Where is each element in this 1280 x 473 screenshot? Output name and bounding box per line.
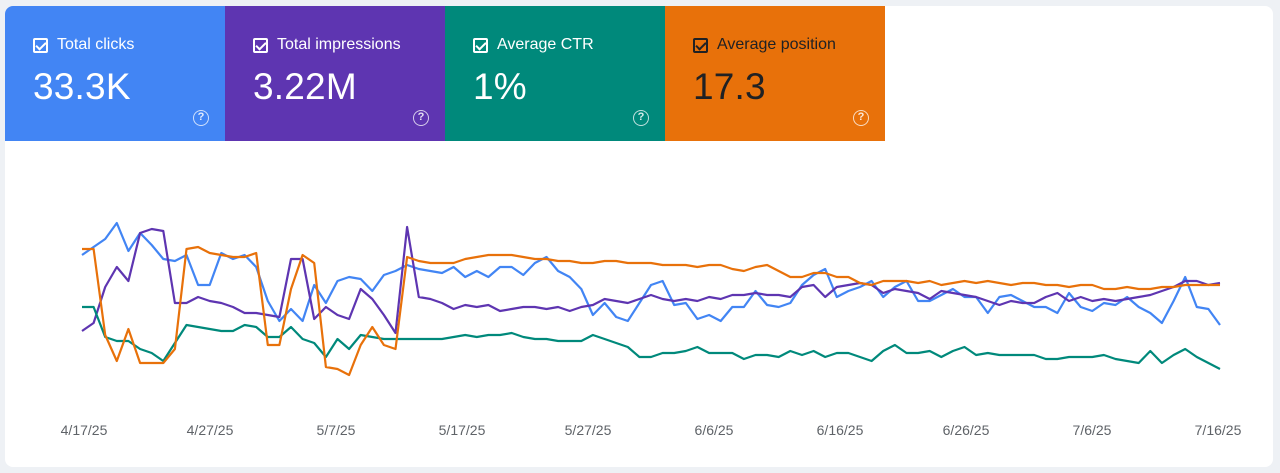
series-line-average-position [82, 245, 1220, 377]
metric-label: Total impressions [277, 36, 401, 53]
checkbox-checked-icon[interactable] [33, 37, 48, 53]
x-tick-label: 7/6/25 [1073, 422, 1112, 438]
x-tick-label: 6/16/25 [817, 422, 864, 438]
help-icon[interactable]: ? [633, 110, 649, 126]
series-line-total-clicks [81, 221, 1221, 326]
performance-panel: Total clicks 33.3K ? Total impressions 3… [5, 6, 1273, 467]
total-impressions-card[interactable]: Total impressions 3.22M ? [225, 6, 445, 141]
metric-label: Total clicks [57, 36, 135, 53]
average-position-card[interactable]: Average position 17.3 ? [665, 6, 885, 141]
performance-line-chart[interactable]: 4/17/25 4/27/25 5/7/25 5/17/25 5/27/25 6/6/25… [5, 6, 1273, 467]
series-line-average-ctr [82, 305, 1221, 370]
x-tick-label: 6/26/25 [943, 422, 990, 438]
x-tick-label: 6/6/25 [695, 422, 734, 438]
metric-label: Average CTR [497, 36, 594, 53]
x-tick-label: 4/27/25 [187, 422, 234, 438]
x-tick-label: 5/17/25 [439, 422, 486, 438]
metric-value: 17.3 [693, 66, 766, 107]
series-line-total-impressions [81, 225, 1221, 335]
x-tick-label: 5/27/25 [565, 422, 612, 438]
metric-value: 33.3K [33, 66, 131, 107]
average-ctr-card[interactable]: Average CTR 1% ? [445, 6, 665, 141]
total-clicks-card[interactable]: Total clicks 33.3K ? [5, 6, 225, 141]
metric-cards: Total clicks 33.3K ? Total impressions 3… [5, 6, 885, 141]
x-tick-label: 4/17/25 [61, 422, 108, 438]
metric-label: Average position [717, 36, 836, 53]
metric-value: 1% [473, 66, 527, 107]
help-icon[interactable]: ? [413, 110, 429, 126]
metric-value: 3.22M [253, 66, 357, 107]
help-icon[interactable]: ? [193, 110, 209, 126]
checkbox-checked-icon[interactable] [253, 37, 268, 53]
x-tick-label: 5/7/25 [317, 422, 356, 438]
checkbox-checked-icon[interactable] [693, 37, 708, 53]
x-tick-label: 7/16/25 [1195, 422, 1242, 438]
checkbox-checked-icon[interactable] [473, 37, 488, 53]
help-icon[interactable]: ? [853, 110, 869, 126]
